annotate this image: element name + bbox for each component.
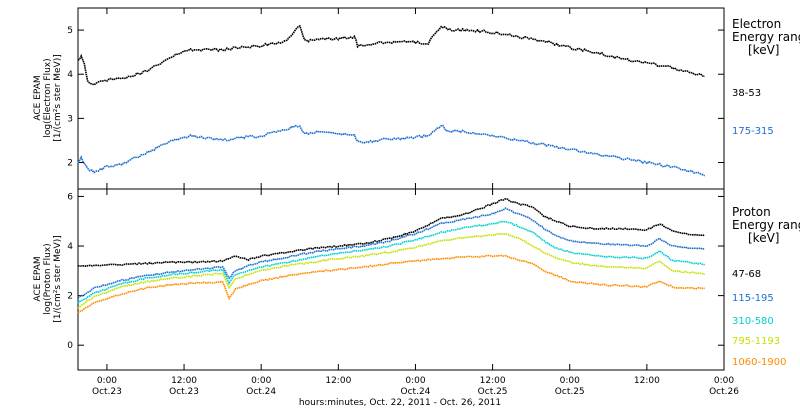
x-tick-label-time: 0:00: [97, 376, 117, 386]
proton-series-795-1193: [77, 232, 705, 309]
proton-legend-entry-1: 47-68: [732, 269, 761, 280]
chart-dynamic-layer: 2 3 4 5 0 2 4 6 0:00 12:00 0:00 12:00 0:00 12:00 0:00 1…: [67, 8, 739, 397]
electron-panel-frame: [77, 7, 725, 190]
proton-ytick-label: 6: [67, 192, 73, 202]
proton-ylabel-line1: ACE EPAM: [33, 256, 43, 301]
proton-panel-frame: [77, 188, 725, 371]
electron-ytick-label: 4: [67, 70, 73, 80]
proton-ytick-label: 2: [67, 292, 73, 302]
x-tick-label-time: 12:00: [634, 376, 660, 386]
proton-series-1060-1900: [77, 254, 705, 314]
x-axis-title: hours:minutes, Oct. 22, 2011 - Oct. 26, …: [299, 398, 501, 408]
electron-legend-title-2: Energy ranges: [732, 30, 800, 44]
electron-series-38-53: [77, 24, 705, 86]
electron-ytick-label: 3: [67, 114, 73, 124]
proton-series-115-195: [77, 207, 705, 299]
x-tick-label-time: 0:00: [405, 376, 425, 386]
electron-legend-entry-1: 38-53: [732, 88, 761, 99]
proton-legend-entry-3: 310-580: [732, 316, 774, 327]
x-tick-label-date: Oct.24: [246, 387, 276, 397]
proton-legend-title-2: Energy ranges: [732, 218, 800, 232]
x-tick-label-date: Oct.23: [92, 387, 122, 397]
proton-legend-title-3: [keV]: [748, 231, 779, 245]
proton-series-47-68: [77, 197, 705, 268]
x-tick-label-time: 12:00: [171, 376, 197, 386]
electron-legend: Electron Energy ranges [keV] 38-53 175-3…: [732, 17, 800, 137]
proton-ytick-label: 4: [67, 242, 73, 252]
proton-legend-entry-5: 1060-1900: [732, 357, 787, 368]
proton-legend: Proton Energy ranges [keV] 47-68 115-195…: [732, 205, 800, 368]
proton-ylabel-line3: [1/(cm²s ster MeV)]: [53, 235, 63, 322]
proton-ylabel-line2: log(Proton Flux): [43, 243, 53, 314]
electron-legend-title-3: [keV]: [748, 43, 779, 57]
proton-legend-title-1: Proton: [732, 205, 771, 219]
electron-ytick-label: 2: [67, 159, 73, 169]
x-tick-label-time: 12:00: [480, 376, 506, 386]
x-tick-label-time: 0:00: [251, 376, 271, 386]
proton-legend-entry-4: 795-1193: [732, 336, 780, 347]
proton-legend-entry-2: 115-195: [732, 293, 774, 304]
x-tick-label-time: 0:00: [560, 376, 580, 386]
proton-ytick-label: 0: [67, 341, 73, 351]
electron-ylabel-line1: ACE EPAM: [33, 75, 43, 120]
x-tick-label-date: Oct.23: [169, 387, 199, 397]
x-tick-label-time: 0:00: [714, 376, 734, 386]
x-tick-label-date: Oct.26: [709, 387, 739, 397]
electron-ylabel-line3: [1/(cm²s ster MeV)]: [53, 54, 63, 141]
x-tick-label-date: Oct.25: [478, 387, 508, 397]
electron-series-175-315: [77, 124, 706, 177]
electron-ylabel-line2: log(Electron Flux): [43, 58, 53, 137]
electron-legend-entry-2: 175-315: [732, 126, 774, 137]
electron-legend-title-1: Electron: [732, 17, 781, 31]
x-tick-label-date: Oct.24: [401, 387, 431, 397]
x-tick-label-time: 12:00: [325, 376, 351, 386]
electron-ytick-label: 5: [67, 26, 73, 36]
proton-series-310-580: [77, 220, 705, 305]
x-tick-label-date: Oct.25: [555, 387, 585, 397]
